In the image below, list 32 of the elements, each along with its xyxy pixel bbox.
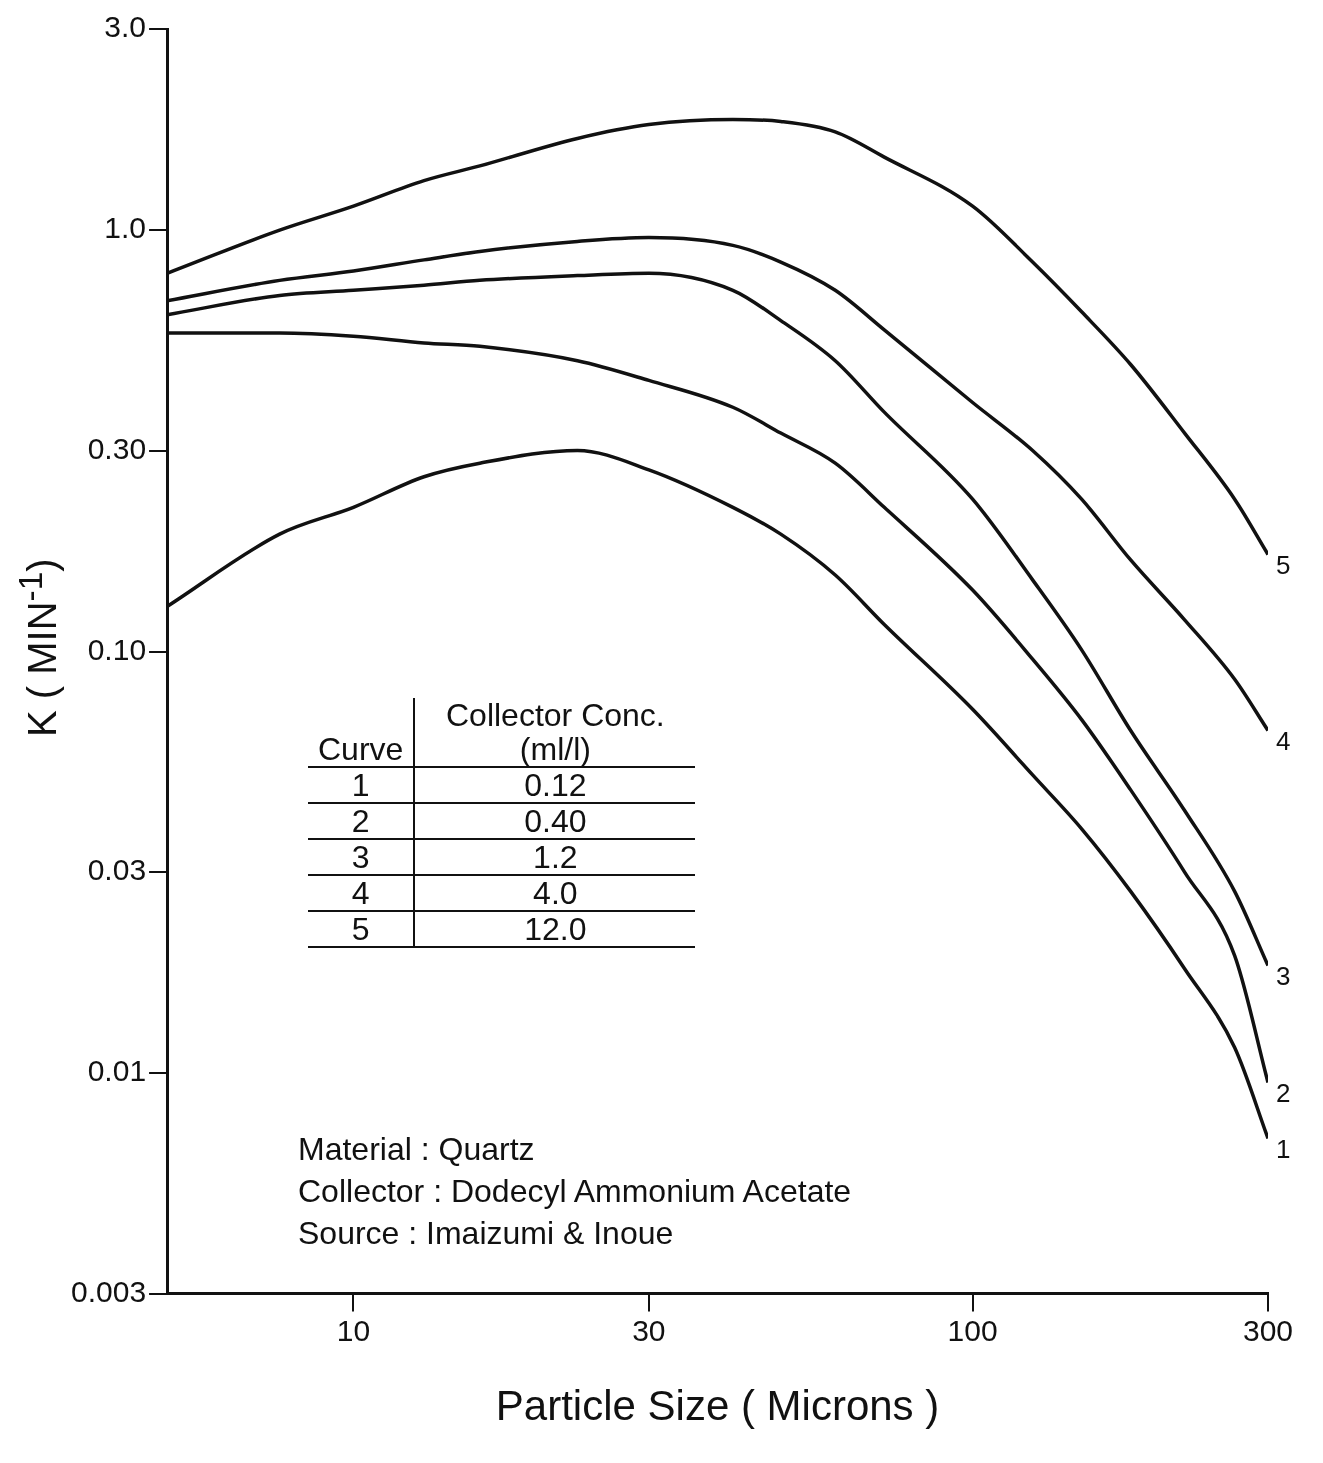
text: 4 <box>1276 725 1291 756</box>
y-tick-label: 1.0 <box>104 211 147 245</box>
annotation: 4.0 <box>414 875 696 911</box>
x-tick-label: 10 <box>336 1313 371 1347</box>
text: 5 <box>1276 549 1291 580</box>
legend-label: 5 <box>308 911 415 947</box>
legend-label: 3 <box>308 839 415 875</box>
text: 1 <box>1276 1133 1291 1164</box>
legend-label: 4 <box>308 875 415 911</box>
annotation: Collector : Dodecyl Ammonium Acetate <box>298 1172 852 1211</box>
annotation: 1.2 <box>414 839 696 875</box>
annotation: Source : Imaizumi & Inoue <box>298 1214 675 1253</box>
x-tick-label: 30 <box>632 1313 666 1347</box>
text: 3 <box>1276 960 1291 991</box>
annotation: 0.40 <box>414 803 696 839</box>
y-tick-label: 0.01 <box>87 1054 147 1088</box>
legend-label: 2 <box>308 803 415 839</box>
text: 2 <box>1276 1077 1291 1108</box>
annotation: Material : Quartz <box>298 1130 536 1169</box>
annotation: 12.0 <box>414 911 696 947</box>
x-tick-label: 100 <box>947 1313 998 1347</box>
x-axis-title: Particle Size ( Microns ) <box>495 1382 940 1430</box>
y-tick-label: 0.30 <box>87 431 147 465</box>
x-tick-label: 300 <box>1242 1313 1294 1347</box>
annotation: Collector Conc. (ml/l) <box>414 697 696 767</box>
annotation: Curve <box>308 698 415 767</box>
y-tick-label: 0.10 <box>87 632 147 666</box>
annotation: 0.12 <box>414 767 696 803</box>
y-tick-label: 3.0 <box>104 10 147 44</box>
y-tick-label: 0.03 <box>87 853 147 887</box>
legend-label: 1 <box>308 767 415 803</box>
y-tick-label: 0.003 <box>71 1274 147 1308</box>
